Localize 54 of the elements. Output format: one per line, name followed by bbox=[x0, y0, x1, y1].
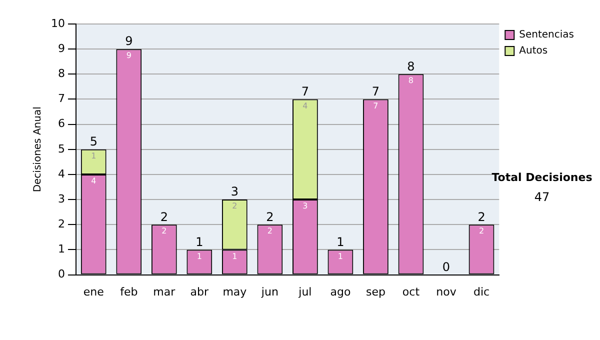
data-label: 9 bbox=[126, 51, 132, 60]
y-tick-label: 10 bbox=[50, 16, 65, 30]
total-label: 7 bbox=[301, 84, 310, 98]
x-tick-label: feb bbox=[120, 285, 138, 298]
total-label: 5 bbox=[90, 134, 98, 149]
y-tick-label: 5 bbox=[58, 142, 65, 156]
y-tick-label: 4 bbox=[58, 167, 65, 180]
x-tick-label: ago bbox=[330, 285, 351, 298]
data-label: 7 bbox=[373, 101, 378, 110]
x-tick-label: may bbox=[222, 285, 248, 298]
total-label: 8 bbox=[407, 59, 415, 74]
total-label: 0 bbox=[442, 260, 450, 274]
y-tick-label: 3 bbox=[58, 192, 65, 206]
x-tick-label: jun bbox=[260, 285, 278, 298]
text: 47 bbox=[534, 190, 550, 204]
total-label: 2 bbox=[160, 210, 168, 224]
y-tick-label: 7 bbox=[58, 92, 65, 106]
x-tick-label: sep bbox=[366, 285, 386, 298]
y-tick-label: 2 bbox=[58, 218, 65, 230]
x-tick-label: dic bbox=[473, 285, 490, 298]
annotation: Total Decisiones bbox=[492, 170, 593, 184]
total-label: 1 bbox=[196, 234, 204, 249]
y-tick-label: 0 bbox=[58, 268, 65, 281]
y-tick-label: 1 bbox=[58, 242, 65, 256]
y-tick-label: 6 bbox=[58, 117, 65, 130]
total-label: 3 bbox=[230, 184, 238, 199]
total-label: 2 bbox=[266, 210, 274, 224]
data-label: 2 bbox=[478, 226, 484, 236]
x-tick-label: abr bbox=[190, 285, 210, 298]
total-label: 7 bbox=[372, 84, 380, 98]
legend-label: Sentencias bbox=[519, 30, 574, 41]
data-label: 4 bbox=[302, 101, 308, 110]
data-label: 1 bbox=[232, 252, 238, 261]
x-tick-label: oct bbox=[402, 285, 420, 298]
x-tick-label: nov bbox=[436, 285, 457, 298]
data-label: 2 bbox=[232, 202, 238, 211]
y-axis-title: Decisiones Anual bbox=[32, 106, 44, 192]
y-tick-label: 9 bbox=[58, 42, 65, 55]
data-label: 1 bbox=[91, 151, 96, 160]
total-label: 2 bbox=[478, 210, 486, 224]
data-label: 1 bbox=[338, 252, 344, 261]
total-label: 9 bbox=[125, 34, 133, 48]
x-tick-label: ene bbox=[83, 285, 104, 298]
data-label: 8 bbox=[408, 76, 414, 86]
x-tick-label: mar bbox=[153, 285, 176, 298]
data-label: 2 bbox=[162, 226, 167, 236]
total-label: 1 bbox=[336, 234, 344, 249]
legend-label: Autos bbox=[519, 46, 548, 57]
data-label: 2 bbox=[267, 226, 272, 236]
x-tick-label: jul bbox=[298, 285, 312, 298]
data-label: 4 bbox=[91, 176, 96, 186]
y-tick-label: 8 bbox=[58, 67, 65, 80]
data-label: 3 bbox=[302, 202, 308, 211]
data-label: 1 bbox=[196, 252, 202, 261]
